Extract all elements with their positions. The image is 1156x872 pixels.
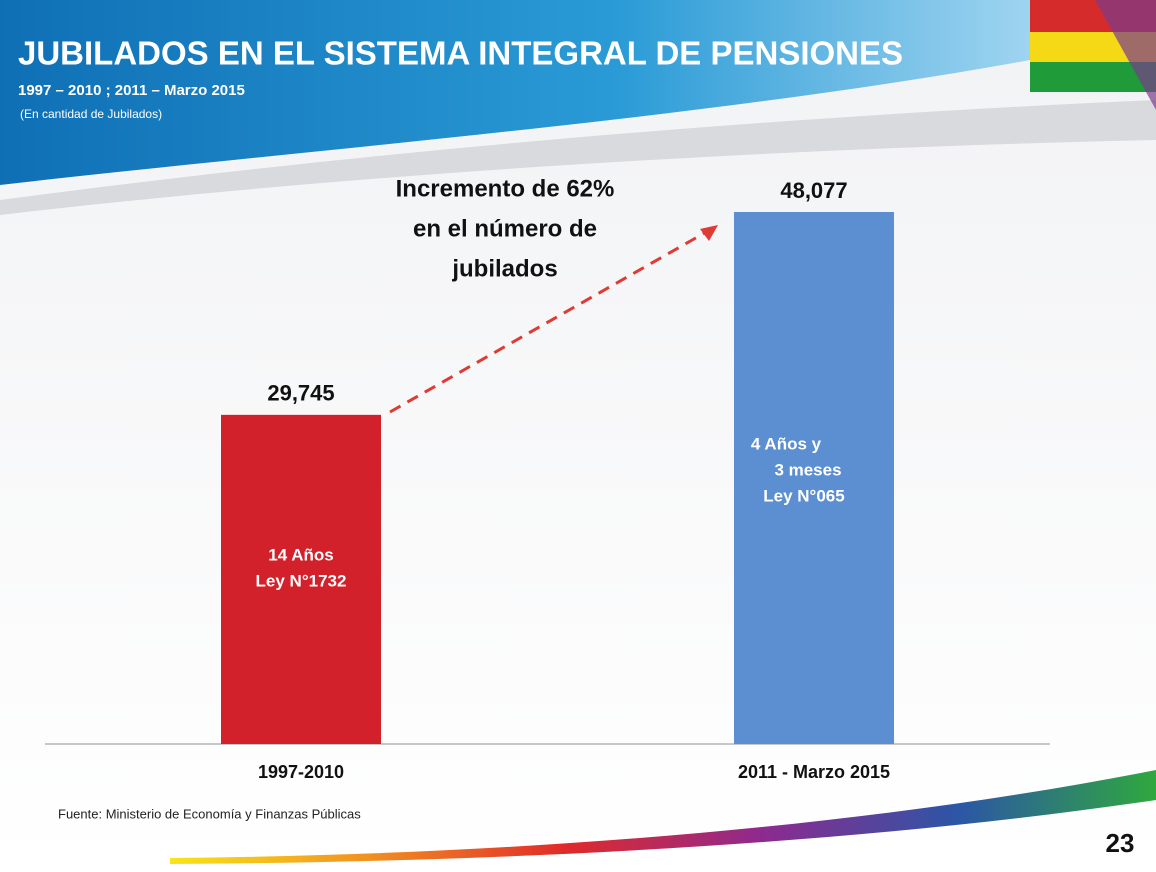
value-label: 48,077	[780, 178, 847, 203]
chart-title: JUBILADOS EN EL SISTEMA INTEGRAL DE PENS…	[18, 35, 903, 72]
bar-note: Ley N°1732	[256, 571, 347, 590]
annotation: en el número de	[413, 215, 597, 242]
bar-note: 4 Años y	[751, 434, 822, 453]
category-label: 2011 - Marzo 2015	[738, 762, 890, 782]
bar-note: Ley N°065	[763, 486, 844, 505]
source: Fuente: Ministerio de Economía y Finanza…	[58, 806, 361, 821]
bar	[734, 212, 894, 744]
page-number: 23	[1106, 828, 1135, 858]
header-band	[0, 0, 1030, 185]
unit-note: (En cantidad de Jubilados)	[20, 107, 162, 121]
arrow-head	[700, 225, 718, 241]
swoosh	[0, 100, 1156, 215]
bar-note: 14 Años	[268, 545, 334, 564]
value-label: 29,745	[267, 381, 334, 406]
annotation: Incremento de 62%	[396, 175, 615, 202]
rainbow-stripe	[170, 770, 1156, 864]
bar	[221, 414, 381, 744]
category-label: 1997-2010	[258, 762, 344, 782]
flag	[1030, 0, 1156, 110]
subtitle: 1997 – 2010 ; 2011 – Marzo 2015	[18, 82, 245, 99]
trend-arrow	[389, 229, 709, 414]
bar-note: 3 meses	[774, 460, 841, 479]
annotation: jubilados	[451, 255, 557, 282]
